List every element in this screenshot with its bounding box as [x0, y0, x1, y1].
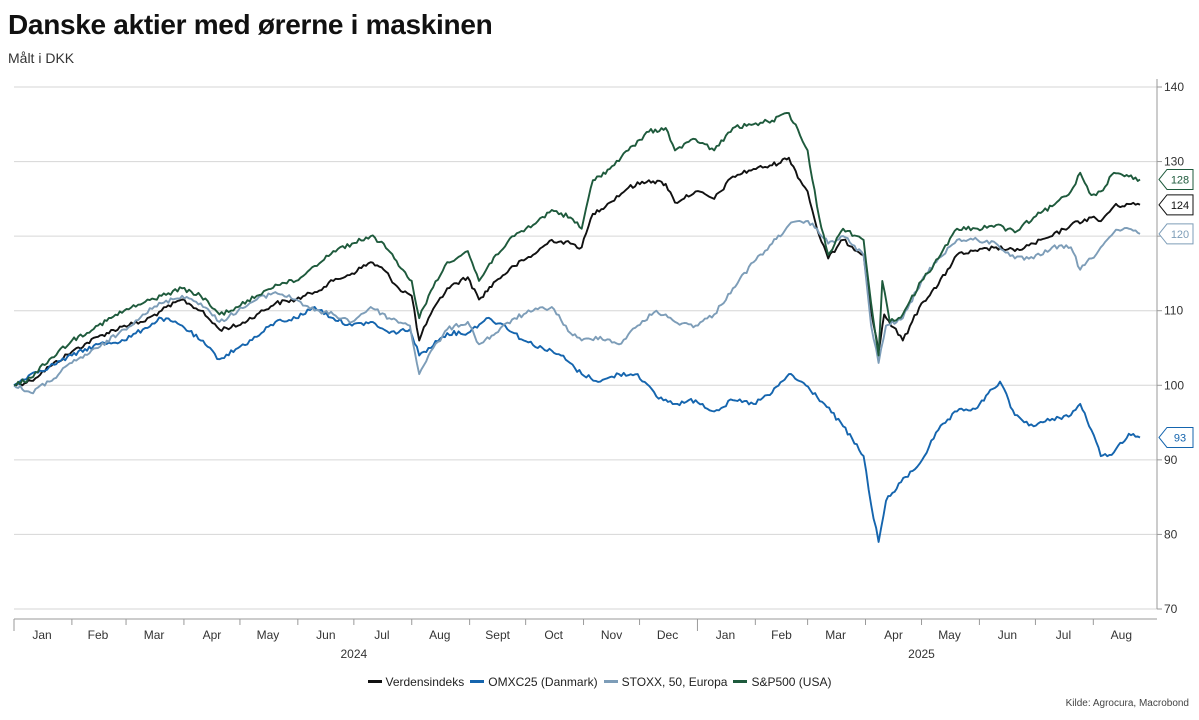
- x-tick-label: Dec: [657, 628, 678, 642]
- x-tick-label: Feb: [771, 628, 792, 642]
- chart-title: Danske aktier med ørerne i maskinen: [8, 9, 493, 40]
- end-label-box: [1158, 168, 1194, 190]
- end-label-text: 128: [1171, 174, 1189, 186]
- y-tick-label: 70: [1164, 602, 1178, 616]
- legend-swatch: [733, 680, 748, 683]
- x-tick-label: Jul: [1056, 628, 1071, 642]
- legend-label: OMXC25 (Danmark): [488, 674, 598, 689]
- y-tick-label: 90: [1164, 453, 1178, 467]
- end-value-labels: 124 93 120 128: [1158, 168, 1194, 448]
- legend-label: Verdensindeks: [385, 674, 465, 689]
- x-tick-label: Mar: [144, 628, 165, 642]
- legend-label: S&P500 (USA): [751, 674, 832, 689]
- end-label: 120: [1158, 223, 1194, 245]
- series-line: [13, 219, 1141, 395]
- series-line: [13, 306, 1141, 543]
- x-year-label: 2025: [908, 647, 935, 661]
- source-note: Kilde: Agrocura, Macrobond: [1065, 698, 1189, 709]
- x-tick-label: Nov: [601, 628, 622, 642]
- end-label-box: [1158, 426, 1194, 448]
- legend-item: S&P500 (USA): [733, 675, 831, 689]
- end-label-box: [1158, 194, 1194, 216]
- x-tick-label: Feb: [88, 628, 109, 642]
- x-tick-label: Jun: [316, 628, 335, 642]
- x-year-label: 2024: [341, 647, 368, 661]
- x-tick-label: Jul: [374, 628, 389, 642]
- legend-swatch: [603, 680, 618, 683]
- x-tick-label: Jun: [998, 628, 1017, 642]
- y-tick-label: 100: [1164, 378, 1184, 392]
- series-line: [13, 156, 1141, 387]
- chart-legend: Verdensindeks OMXC25 (Danmark) STOXX, 50, …: [0, 672, 1199, 689]
- end-label-text: 93: [1174, 432, 1186, 444]
- legend-item: OMXC25 (Danmark): [470, 674, 598, 689]
- legend-swatch: [367, 680, 382, 683]
- y-tick-label: 130: [1164, 155, 1184, 169]
- x-tick-label: Oct: [544, 628, 563, 642]
- end-label: 93: [1158, 426, 1194, 448]
- grid-lines: [14, 86, 1157, 610]
- end-label-box: [1158, 223, 1194, 245]
- end-label: 128: [1158, 168, 1194, 190]
- x-tick-label: Jan: [716, 628, 735, 642]
- y-tick-label: 140: [1164, 80, 1184, 94]
- x-tick-label: Aug: [1111, 628, 1132, 642]
- x-axis: Jan Feb Mar Apr May Jun Jul Aug Sept Oct Nov Dec Jan…: [13, 618, 1157, 661]
- end-label-text: 124: [1171, 200, 1189, 212]
- series-lines: [13, 112, 1141, 543]
- y-tick-label: 80: [1164, 527, 1178, 541]
- x-tick-label: May: [257, 628, 280, 642]
- line-chart: 70 80 90 100 110 120 130 140 Jan Feb Mar Apr May Jun…: [13, 79, 1194, 661]
- end-label: 124: [1158, 194, 1194, 216]
- x-tick-label: Sept: [485, 628, 510, 642]
- y-tick-label: 110: [1164, 304, 1183, 318]
- series-line: [13, 112, 1141, 387]
- legend-swatch: [470, 680, 485, 683]
- x-tick-label: Apr: [203, 628, 222, 642]
- end-label-text: 120: [1171, 229, 1189, 241]
- x-tick-label: Jan: [32, 628, 51, 642]
- legend-item: STOXX, 50, Europa: [603, 674, 728, 689]
- legend-label: STOXX, 50, Europa: [621, 674, 728, 689]
- x-tick-label: Aug: [429, 628, 450, 642]
- legend-item: Verdensindeks: [367, 674, 465, 689]
- y-axis: 708090100110120130140: [1156, 79, 1184, 616]
- x-tick-label: Apr: [884, 628, 903, 642]
- x-tick-label: May: [938, 628, 961, 642]
- chart-subtitle: Målt i DKK: [8, 50, 75, 66]
- x-tick-label: Mar: [825, 628, 846, 642]
